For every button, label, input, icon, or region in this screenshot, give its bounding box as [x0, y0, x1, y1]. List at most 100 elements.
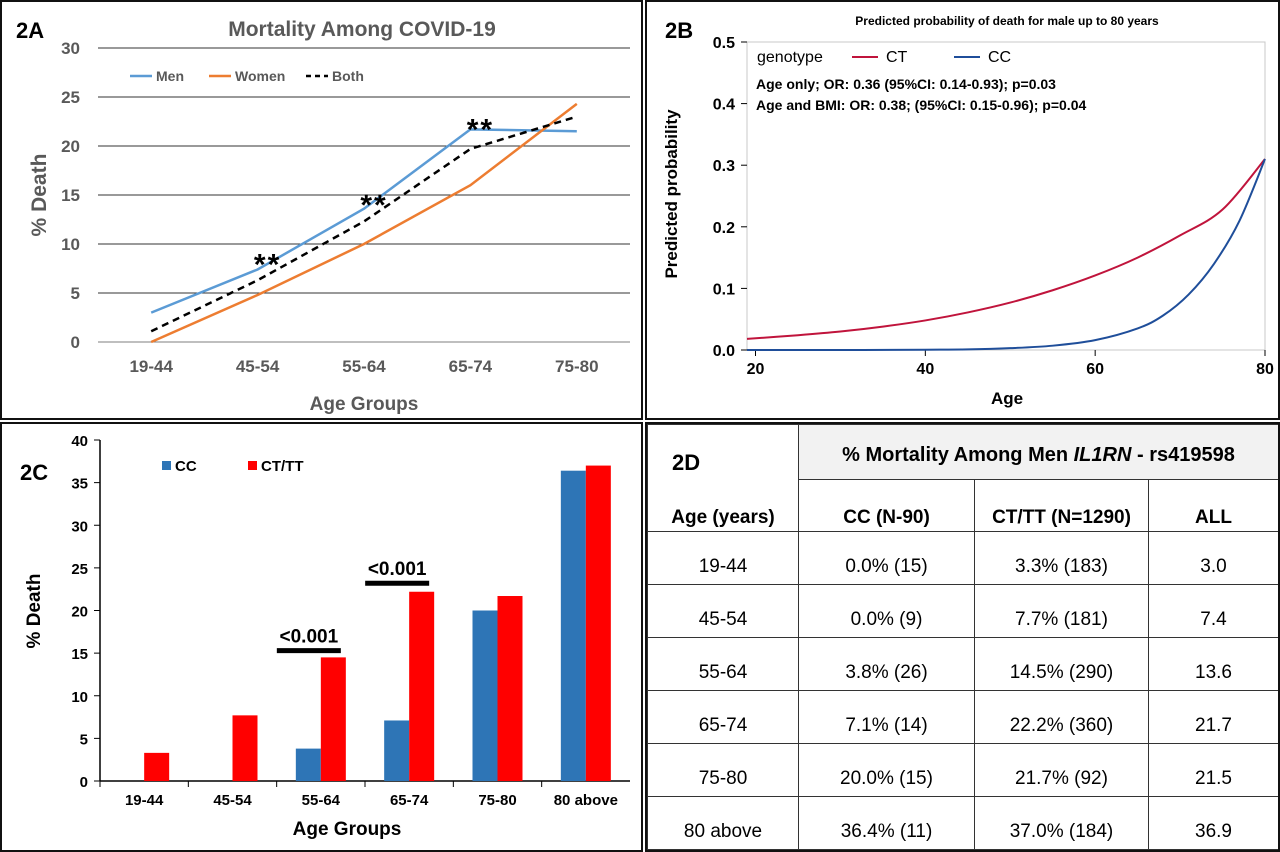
y-tick-label: 0 — [71, 333, 80, 352]
y-tick-label: 30 — [71, 518, 88, 535]
x-tick-label: 40 — [916, 361, 934, 378]
table-cell: 55-64 — [647, 637, 799, 691]
chart-title: Mortality Among COVID-19 — [228, 18, 496, 41]
significance-annotation: ** — [467, 113, 494, 146]
y-tick-label: 25 — [71, 561, 88, 578]
y-tick-label: 40 — [71, 433, 88, 450]
column-header: Age (years) — [647, 479, 799, 532]
legend-label: Men — [156, 68, 184, 84]
y-tick-label: 5 — [80, 731, 88, 748]
y-tick-label: 0.0 — [713, 343, 735, 360]
mortality-table: 2D % Mortality Among Men IL1RN - rs41959… — [647, 424, 1278, 850]
x-tick-label: 55-64 — [302, 792, 341, 809]
y-tick-label: 0.1 — [713, 281, 735, 298]
bar-ct-tt — [144, 752, 170, 781]
legend-title: genotype — [757, 49, 823, 66]
legend-swatch — [248, 461, 257, 470]
table-cell: 36.9 — [1148, 796, 1278, 850]
y-tick-label: 30 — [61, 39, 80, 58]
panel-label-2b: 2B — [665, 18, 693, 43]
bar-ct-tt — [232, 715, 258, 781]
genotype-bar-chart: 2C 0 5 10 15 20 25 30 35 40 19-44 45-54 55-64 65-74 7… — [20, 433, 630, 840]
p-value-annotation: <0.001 — [368, 559, 427, 580]
table-row: 55-64 3.8% (26) 14.5% (290) 13.6 — [647, 637, 1278, 691]
x-axis-label: Age Groups — [310, 394, 419, 415]
series-curve-cc — [746, 158, 1266, 352]
bar-cc — [384, 720, 410, 781]
table-cell: 13.6 — [1148, 637, 1278, 691]
bar-ct-tt — [585, 465, 611, 781]
x-tick-label: 75-80 — [555, 357, 598, 376]
x-tick-label: 19-44 — [125, 792, 164, 809]
table-title-snp: - rs419598 — [1131, 443, 1235, 466]
y-tick-label: 0.5 — [713, 35, 735, 52]
y-axis-label: Predicted probability — [662, 109, 681, 279]
table-cell: 20.0% (15) — [798, 743, 975, 797]
x-tick-label: 45-54 — [236, 357, 280, 376]
chart-title: Predicted probability of death for male … — [855, 14, 1159, 28]
y-axis-label: % Death — [28, 154, 51, 237]
y-tick-label: 0.2 — [713, 220, 735, 237]
panel-2c: 2C 0 5 10 15 20 25 30 35 40 19-44 45-54 55-64 65-74 7… — [0, 422, 643, 852]
table-cell: 0.0% (15) — [798, 531, 975, 585]
y-tick-label: 0.3 — [713, 158, 735, 175]
mortality-line-chart: 2A Mortality Among COVID-19 0 5 10 15 20 25 30 1… — [16, 18, 630, 415]
table-cell: 65-74 — [647, 690, 799, 744]
table-cell: 21.5 — [1148, 743, 1278, 797]
table-cell: 7.7% (181) — [974, 584, 1149, 638]
table-cell: 14.5% (290) — [974, 637, 1149, 691]
series-line-men — [150, 128, 577, 314]
table-cell: 19-44 — [647, 531, 799, 585]
table-row: 19-44 0.0% (15) 3.3% (183) 3.0 — [647, 531, 1278, 585]
series-line-women — [150, 102, 578, 344]
panel-label-2a: 2A — [16, 18, 44, 43]
x-tick-label: 65-74 — [390, 792, 429, 809]
x-tick-label: 45-54 — [213, 792, 252, 809]
y-tick-label: 15 — [71, 646, 88, 663]
legend-label: CT/TT — [261, 458, 304, 475]
panel-2a: 2A Mortality Among COVID-19 0 5 10 15 20 25 30 1… — [0, 0, 643, 420]
x-axis-label: Age Groups — [293, 819, 402, 840]
panel-label-2c: 2C — [20, 460, 48, 485]
y-tick-label: 10 — [71, 689, 88, 706]
y-tick-label: 10 — [61, 235, 80, 254]
table-cell: 3.3% (183) — [974, 531, 1149, 585]
table-title-gene: IL1RN — [1073, 443, 1132, 466]
legend-label: Both — [332, 68, 364, 84]
table-title: % Mortality Among Men IL1RN - rs419598 — [798, 424, 1278, 480]
significance-annotation: ** — [360, 189, 387, 222]
legend-label: CC — [175, 458, 197, 475]
y-tick-label: 15 — [61, 186, 80, 205]
y-tick-label: 0.4 — [713, 97, 735, 114]
x-tick-label: 19-44 — [129, 357, 173, 376]
odds-ratio-annotation: Age and BMI: OR: 0.38; (95%CI: 0.15-0.96… — [756, 97, 1086, 113]
y-tick-label: 20 — [71, 604, 88, 621]
bar-ct-tt — [497, 596, 523, 781]
table-cell: 22.2% (360) — [974, 690, 1149, 744]
bar-ct-tt — [409, 591, 435, 781]
p-value-annotation: <0.001 — [280, 627, 339, 648]
table-cell: 7.1% (14) — [798, 690, 975, 744]
x-tick-label: 20 — [747, 361, 765, 378]
odds-ratio-annotation: Age only; OR: 0.36 (95%CI: 0.14-0.93); p… — [756, 76, 1056, 92]
table-cell: 21.7 — [1148, 690, 1278, 744]
significance-annotation: ** — [254, 249, 281, 282]
table-row: 65-74 7.1% (14) 22.2% (360) 21.7 — [647, 690, 1278, 744]
legend-label: CC — [988, 49, 1011, 66]
x-tick-label: 75-80 — [478, 792, 516, 809]
x-tick-label: 80 — [1256, 361, 1274, 378]
table-title-prefix: % Mortality Among Men — [842, 443, 1074, 466]
series-curve-ct — [746, 158, 1266, 340]
y-tick-label: 35 — [71, 476, 88, 493]
plot-frame — [746, 41, 1266, 351]
table-cell: 80 above — [647, 796, 799, 850]
legend-label: Women — [235, 68, 285, 84]
table-row: 75-80 20.0% (15) 21.7% (92) 21.5 — [647, 743, 1278, 797]
bar-cc — [560, 470, 586, 781]
x-tick-label: 55-64 — [342, 357, 386, 376]
table-cell: 3.8% (26) — [798, 637, 975, 691]
table-cell: 37.0% (184) — [974, 796, 1149, 850]
y-tick-label: 20 — [61, 137, 80, 156]
panel-label-2d: 2D — [647, 424, 799, 480]
table-cell: 36.4% (11) — [798, 796, 975, 850]
